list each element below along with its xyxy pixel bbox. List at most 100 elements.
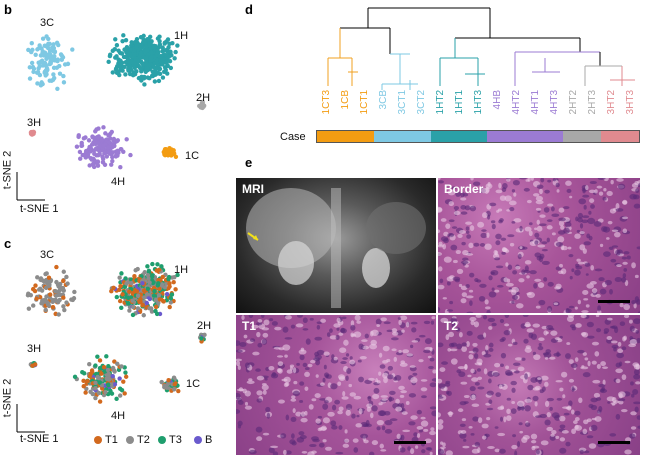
tsne-point [92, 151, 97, 157]
tsne-point [149, 50, 154, 55]
tsne-point [33, 52, 38, 58]
tsne-point [110, 158, 115, 164]
tsne-point [175, 272, 180, 278]
tsne-point [107, 133, 112, 138]
tsne-point [140, 281, 145, 286]
tsne-point [115, 361, 120, 366]
tsne-point [142, 82, 147, 87]
tsne-point [156, 78, 162, 84]
tsne-point [55, 86, 60, 91]
tsne-point [53, 288, 58, 294]
tsne-point [166, 54, 172, 59]
tsne-point [114, 396, 119, 402]
tsne-point [33, 283, 38, 288]
tsne-axes [16, 404, 45, 433]
tsne-point [123, 276, 128, 281]
tsne-point [168, 296, 174, 301]
cluster-label-1h: 1H [174, 30, 189, 42]
tsne-point [96, 375, 101, 381]
tsne-plot-b [16, 33, 207, 201]
tsne-point [141, 313, 146, 318]
case-bar-4h [487, 131, 564, 142]
tsne-point [44, 72, 49, 77]
tsne-point [166, 385, 172, 390]
tsne-point [103, 131, 108, 136]
tsne-point [127, 71, 133, 77]
case-bar-3h [601, 131, 639, 142]
tsne-point [171, 280, 176, 285]
tsne-point [54, 264, 59, 270]
tsne-point [166, 148, 171, 153]
tsne-point [119, 51, 125, 56]
tsne-point [155, 71, 161, 76]
tsne-point [114, 43, 120, 48]
tsne-point [64, 274, 69, 280]
tsne-point [30, 286, 36, 292]
tsne-point [93, 141, 98, 147]
tsne-point [37, 64, 42, 69]
tsne-point [57, 63, 62, 69]
border-title: Border [444, 182, 484, 196]
tsne-point [144, 300, 149, 306]
tsne-point [134, 69, 139, 74]
tsne-point [111, 143, 117, 149]
cluster-label-2h: 2H [196, 92, 211, 104]
tsne-point [173, 154, 179, 159]
tsne-point [95, 160, 100, 165]
tsne-point [157, 286, 162, 292]
tsne-point [83, 390, 88, 395]
tsne-point [32, 362, 38, 367]
mri-image: MRI [236, 178, 436, 313]
tsne-point [118, 146, 124, 152]
tsne-point [101, 125, 106, 130]
case-bar-1c [317, 131, 374, 142]
legend-text-t3: T3 [169, 434, 182, 446]
tsne-point [47, 282, 52, 287]
tsne-point [61, 295, 66, 300]
tsne-point [61, 73, 66, 79]
tsne-point [25, 293, 31, 298]
tsne-point [43, 44, 49, 49]
tsne-point [70, 47, 75, 52]
tsne-point [160, 45, 165, 50]
tsne-point [173, 49, 178, 55]
cluster-label-3c-c: 3C [40, 249, 55, 261]
cluster-label-3h: 3H [27, 117, 42, 129]
tsne-point [165, 37, 171, 42]
tsne-point [86, 138, 92, 143]
tsne-point [48, 278, 53, 284]
scale-bar-t1 [394, 441, 426, 444]
tsne-point [167, 304, 172, 310]
tsne-point [150, 69, 155, 74]
tsne-point [48, 59, 53, 64]
tsne-point [61, 80, 67, 85]
tsne-point [199, 336, 204, 341]
tsne-point [159, 379, 164, 385]
tsne-point [89, 368, 95, 373]
tsne-point [116, 48, 121, 53]
tsne-point [168, 300, 174, 305]
tsne-point [43, 285, 49, 291]
tsne-point [114, 70, 120, 76]
tsne-point [61, 278, 66, 284]
tsne-point [94, 127, 99, 132]
tsne-point [103, 389, 108, 395]
dendrogram-leaf-label: 3CB [378, 90, 389, 110]
tsne-point [100, 386, 105, 391]
tsne-point [100, 160, 106, 165]
tsne-point [35, 275, 40, 280]
tsne-point [125, 301, 131, 306]
tsne-point [57, 284, 63, 290]
tsne-point [123, 37, 129, 43]
tsne-point [37, 286, 43, 291]
tsne-point [152, 289, 157, 294]
tsne-point [95, 354, 100, 359]
tsne-point [46, 54, 51, 59]
tsne-point [54, 279, 59, 285]
tsne-point [121, 379, 126, 384]
tsne-point [202, 332, 207, 338]
tsne-point [122, 391, 127, 396]
tsne-point [53, 293, 59, 298]
tsne-point [81, 384, 86, 389]
cluster-label-1c-c: 1C [186, 378, 201, 390]
